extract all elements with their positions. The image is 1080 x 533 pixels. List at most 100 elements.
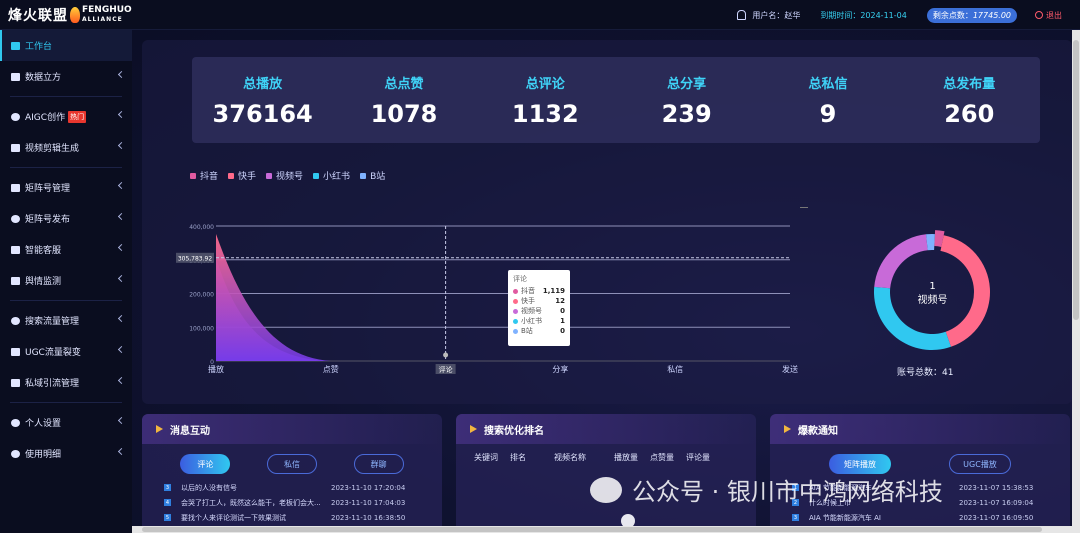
flame-icon [70,6,80,23]
power-icon [1035,11,1043,19]
sidebar-item-ugc[interactable]: UGC流量裂变 [0,336,132,367]
sidebar-item-aigc[interactable]: AIGC创作 热门 [0,101,132,132]
legend-swatch [228,172,235,179]
row-badge: 3 [164,484,171,491]
overview-panel: 总播放 376164 总点赞 1078 总评论 1132 总分享 239 总私信… [142,40,1072,404]
bar-chart-icon [11,378,20,387]
sidebar-item-search-traffic[interactable]: 搜索流量管理 [0,305,132,336]
list-item[interactable]: 4 会哭了打工人，既然这么能干，老板们会大... 2023-11-10 17:0… [164,495,428,510]
col-video-name: 视频名称 [554,453,586,462]
donut-slice[interactable] [874,286,951,350]
sidebar-item-label: AIGC创作 [25,113,66,123]
col-likes: 点赞量 [650,453,674,462]
tab-ugc-plays[interactable]: UGC播放 [949,454,1011,474]
row-time: 2023-11-07 16:09:50 [959,513,1034,522]
legend-item[interactable]: 小红书 [313,169,350,182]
stat-label: 总发布量 [943,76,996,92]
stat-label: 总私信 [808,76,848,92]
card-title: 消息互动 [142,414,442,444]
horizontal-scrollbar[interactable] [132,526,1072,533]
logout-button[interactable]: 退出 [1035,10,1062,21]
sidebar-item-usage[interactable]: 使用明细 [0,438,132,469]
tooltip-series-value: 0 [560,307,565,315]
tooltip-row: 视频号 0 [513,306,565,316]
tab-comments[interactable]: 评论 [180,454,231,474]
message-tabs: 评论 私信 群聊 [142,444,442,474]
sidebar-item-label: 视频剪辑生成 [25,144,80,154]
row-time: 2023-11-10 16:38:50 [331,513,406,522]
donut-slice[interactable] [934,230,945,247]
stat-total-plays: 总播放 376164 [203,73,323,128]
stat-total-comments: 总评论 1132 [485,73,605,128]
row-badge: 4 [164,499,171,506]
row-text: AIA 节能新能源汽车 [809,483,872,492]
card-title: 搜索优化排名 [456,414,756,444]
y-tick-label: 0 [210,359,214,366]
donut-slice[interactable] [926,234,935,251]
tooltip-dot [513,298,518,304]
stat-total-likes: 总点赞 1078 [344,73,464,128]
list-item[interactable]: 3 以后的人没有信号 2023-11-10 17:20:04 [164,480,428,495]
hover-point [443,352,449,358]
row-text: 会哭了打工人，既然这么能干，老板们会大... [181,498,321,507]
sidebar-item-workbench[interactable]: 工作台 [0,30,132,61]
vertical-scrollbar[interactable] [1072,30,1080,533]
stat-value: 376164 [212,99,313,128]
bell-icon[interactable] [737,10,747,20]
filter-icon [11,41,20,50]
scrollbar-thumb[interactable] [1073,40,1079,320]
sidebar-item-video-edit[interactable]: 视频剪辑生成 [0,132,132,163]
gear-icon [11,418,20,427]
legend-item[interactable]: B站 [360,169,385,182]
tooltip-series-value: 0 [560,327,565,335]
top-bar: 烽火联盟 FENGHUO ALLIANCE 用户名：赵华 到期时间：2024-1… [0,0,1080,30]
tooltip-row: 抖音 1,119 [513,286,565,296]
sidebar-item-matrix-manage[interactable]: 矩阵号管理 [0,172,132,203]
app-logo[interactable]: 烽火联盟 FENGHUO ALLIANCE [0,0,132,30]
donut-slice[interactable] [874,234,928,289]
row-badge: 5 [164,514,171,521]
logo-en-top: FENGHUO [82,4,132,15]
list-item[interactable]: 2 什么时候上市 2023-11-07 16:09:04 [792,495,1056,510]
sidebar-item-smart-service[interactable]: 智能客服 [0,234,132,265]
download-icon[interactable] [800,200,808,208]
tab-matrix-plays[interactable]: 矩阵播放 [829,454,891,474]
search-icon [11,316,20,325]
grid-icon [11,183,20,192]
row-text: AIA 节能新能源汽车 AI [809,513,881,522]
x-tick-label: 点赞 [323,364,339,374]
tab-group[interactable]: 群聊 [353,454,404,474]
tooltip-dot [513,328,518,334]
legend-item[interactable]: 抖音 [190,169,218,182]
x-tick-label: 发送 [782,364,798,374]
clock-icon [11,449,20,458]
account-total: 账号总数：41 [897,368,954,378]
donut-slice[interactable] [940,235,990,347]
chevron-icon [117,141,126,150]
sidebar-item-settings[interactable]: 个人设置 [0,407,132,438]
list-item[interactable]: 3 AIA 节能新能源汽车 AI 2023-11-07 16:09:50 [792,510,1056,525]
tab-private[interactable]: 私信 [266,454,317,474]
sidebar-item-label: 个人设置 [25,419,62,429]
donut-chart [874,230,990,350]
list-item[interactable]: 1 AIA 节能新能源汽车 2023-11-07 15:38:53 [792,480,1056,495]
sidebar-item-private-traffic[interactable]: 私域引流管理 [0,367,132,398]
sidebar-item-matrix-publish[interactable]: 矩阵号发布 [0,203,132,234]
sidebar-item-sentiment[interactable]: 舆情监测 [0,265,132,296]
hot-badge: 热门 [68,110,87,123]
sidebar: 工作台 数据立方 AIGC创作 热门 视频剪辑生成 矩阵号管理 矩阵号发布 智能… [0,30,132,533]
legend-item[interactable]: 快手 [228,169,256,182]
points-badge: 剩余点数：17745.00 [926,7,1017,23]
stat-label: 总分享 [667,76,707,92]
scrollbar-thumb[interactable] [142,527,1042,532]
hover-value-box [176,252,214,263]
tooltip-series-value: 1 [560,317,565,325]
tooltip-series-name: 小红书 [521,317,542,325]
logout-label: 退出 [1046,10,1062,20]
legend-item[interactable]: 视频号 [266,169,303,182]
list-item[interactable]: 5 要找个人来评论测试一下效果测试 2023-11-10 16:38:50 [164,510,428,525]
card-hot-notify: 爆款通知 矩阵播放 UGC播放 1 AIA 节能新能源汽车 2023-11-07… [770,414,1070,533]
sidebar-item-label: 智能客服 [25,246,62,256]
sidebar-item-data-cube[interactable]: 数据立方 [0,61,132,92]
tooltip-row: B站 0 [513,326,565,336]
